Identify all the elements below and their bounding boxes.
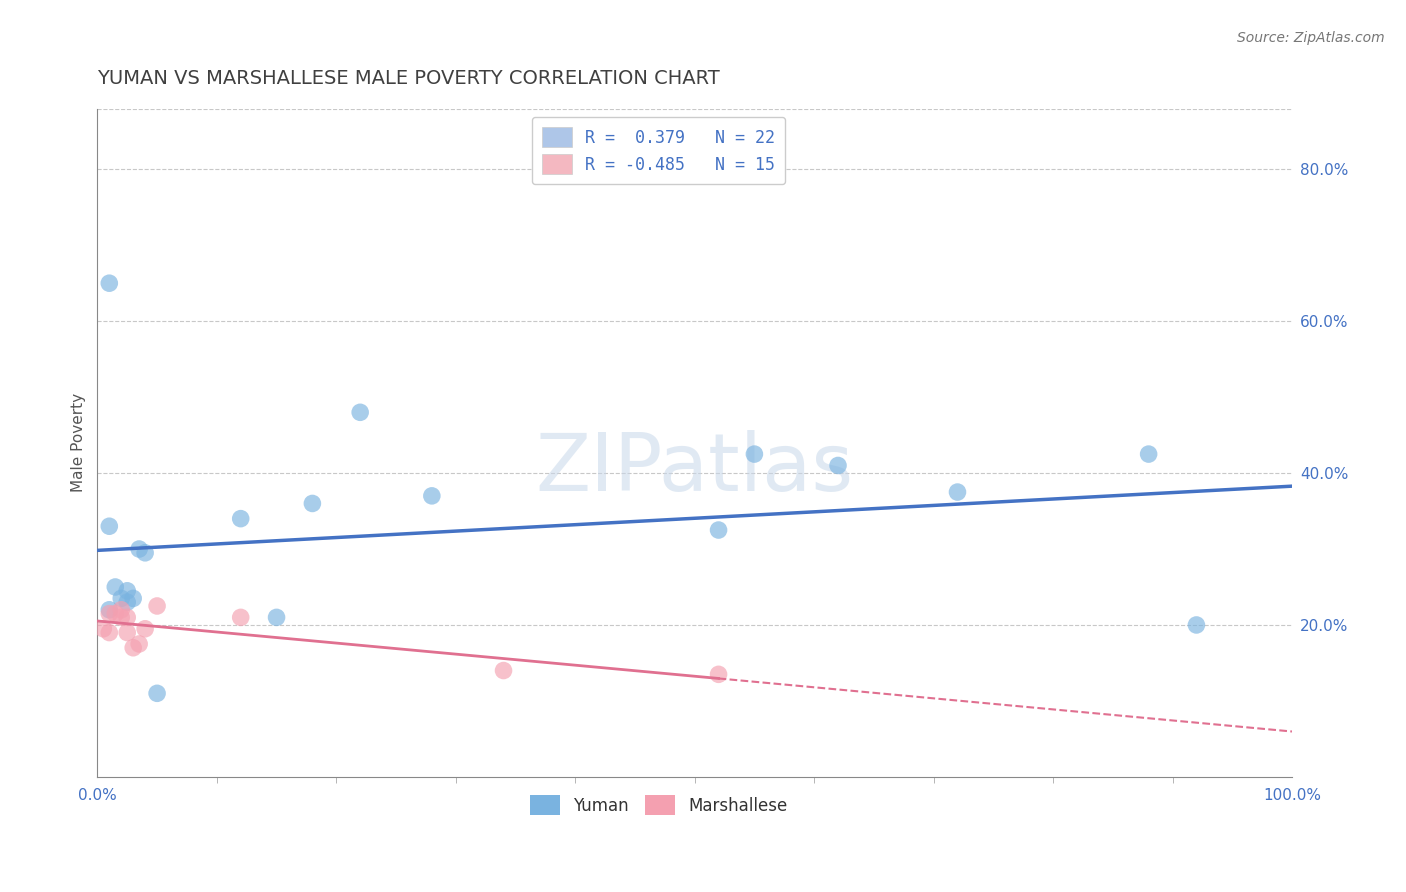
Point [115, 625, 138, 640]
Point [128, 637, 150, 651]
Text: ZIPatlas: ZIPatlas [536, 431, 853, 508]
Point [115, 595, 138, 609]
Point [1185, 618, 1208, 632]
Text: YUMAN VS MARSHALLESE MALE POVERTY CORRELATION CHART: YUMAN VS MARSHALLESE MALE POVERTY CORREL… [97, 69, 720, 87]
Point [104, 607, 127, 621]
Point [266, 610, 288, 624]
Point [146, 686, 169, 700]
Point [98, 519, 121, 533]
Point [134, 622, 156, 636]
Point [128, 541, 150, 556]
Point [146, 599, 169, 613]
Point [104, 580, 127, 594]
Point [492, 664, 515, 678]
Point [98, 603, 121, 617]
Point [229, 610, 252, 624]
Point [110, 610, 132, 624]
Point [349, 405, 371, 419]
Point [122, 640, 145, 655]
Point [707, 523, 730, 537]
Point [827, 458, 849, 473]
Point [98, 625, 121, 640]
Point [707, 667, 730, 681]
Text: Source: ZipAtlas.com: Source: ZipAtlas.com [1237, 31, 1385, 45]
Point [744, 447, 766, 461]
Legend: Yuman, Marshallese: Yuman, Marshallese [523, 789, 794, 822]
Point [1137, 447, 1160, 461]
Point [946, 485, 969, 500]
Point [110, 603, 132, 617]
Point [115, 583, 138, 598]
Point [98, 276, 121, 290]
Point [122, 591, 145, 606]
Point [98, 607, 121, 621]
Point [301, 496, 323, 510]
Point [420, 489, 443, 503]
Point [110, 591, 132, 606]
Point [134, 546, 156, 560]
Point [115, 610, 138, 624]
Point [229, 511, 252, 525]
Point [91, 622, 114, 636]
Y-axis label: Male Poverty: Male Poverty [72, 393, 86, 492]
